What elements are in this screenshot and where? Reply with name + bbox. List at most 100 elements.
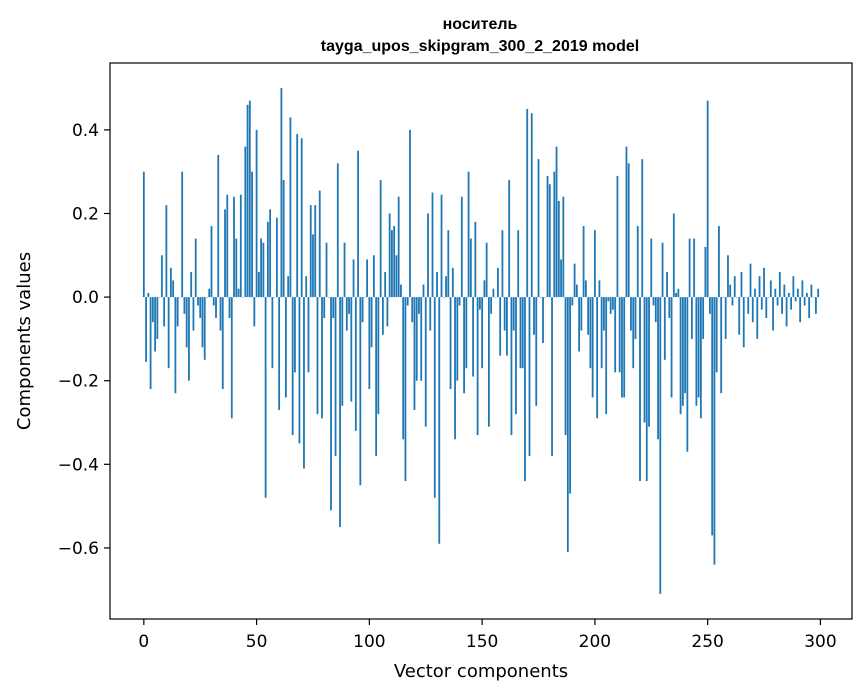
y-tick-label-3: −0.2: [58, 372, 99, 392]
bar-279: [772, 297, 774, 331]
bar-147: [474, 221, 477, 298]
bar-208: [612, 297, 614, 310]
bar-265: [740, 272, 743, 298]
bar-144: [467, 171, 470, 298]
bar-130: [436, 272, 438, 298]
bar-202: [598, 280, 601, 298]
bar-32: [215, 297, 217, 319]
bar-127: [429, 297, 432, 331]
bar-187: [564, 297, 567, 436]
bar-75: [312, 234, 314, 298]
bar-1: [145, 297, 147, 362]
bar-45: [244, 146, 247, 298]
bar-125: [424, 297, 427, 427]
bar-101: [370, 297, 373, 348]
bar-232: [666, 272, 668, 298]
bar-114: [400, 284, 402, 298]
bar-146: [472, 297, 474, 377]
bar-217: [632, 297, 635, 369]
bar-169: [524, 297, 526, 482]
bar-89: [343, 242, 346, 298]
x-tick-label-0: 0: [138, 632, 149, 652]
bar-165: [515, 297, 517, 415]
bar-94: [354, 297, 357, 431]
bar-284: [783, 284, 786, 298]
bar-159: [501, 230, 504, 298]
bar-175: [537, 159, 540, 298]
bar-21: [190, 272, 193, 298]
bar-126: [427, 213, 429, 298]
bar-268: [747, 297, 750, 314]
bar-197: [587, 297, 590, 335]
bar-278: [769, 280, 772, 298]
bar-168: [521, 297, 524, 369]
bar-298: [815, 297, 817, 314]
bar-262: [733, 276, 736, 298]
bar-241: [686, 297, 689, 452]
bar-293: [803, 297, 806, 306]
bar-242: [688, 238, 691, 298]
bar-148: [476, 297, 479, 436]
bar-17: [181, 171, 184, 298]
bar-288: [792, 276, 795, 298]
bar-247: [699, 297, 702, 419]
bar-198: [589, 297, 592, 369]
bar-244: [693, 238, 696, 298]
bar-2: [147, 292, 150, 298]
bar-19: [185, 297, 188, 348]
bar-18: [183, 297, 186, 314]
bar-65: [289, 117, 292, 298]
bar-136: [449, 297, 452, 390]
bar-47: [248, 100, 251, 298]
bar-70: [300, 138, 303, 298]
bar-107: [384, 272, 387, 298]
bar-20: [188, 297, 190, 381]
bar-246: [697, 297, 700, 398]
bar-76: [314, 205, 317, 298]
bar-14: [174, 297, 177, 394]
bar-22: [192, 297, 195, 331]
bar-77: [316, 297, 319, 415]
bar-196: [584, 280, 587, 298]
bar-9: [163, 297, 166, 327]
bar-116: [404, 297, 407, 482]
bar-60: [278, 297, 281, 410]
bar-250: [706, 100, 709, 298]
bar-207: [609, 297, 612, 314]
bar-33: [217, 154, 220, 298]
bar-212: [621, 297, 623, 398]
bar-218: [634, 297, 637, 339]
bar-229: [659, 297, 662, 594]
bar-27: [203, 297, 206, 360]
bar-189: [569, 297, 571, 494]
bar-99: [366, 259, 368, 298]
bar-97: [361, 297, 364, 323]
bar-233: [668, 297, 671, 319]
bar-214: [625, 146, 628, 298]
bar-93: [352, 259, 355, 298]
bar-162: [508, 180, 511, 298]
bar-184: [557, 200, 560, 298]
bar-128: [431, 192, 434, 298]
bar-119: [411, 297, 414, 323]
x-axis-ticks: 0 50 100 150 200 250 300: [138, 619, 837, 652]
bar-259: [727, 255, 729, 298]
bar-131: [438, 297, 441, 544]
bar-54: [264, 297, 267, 498]
bar-6: [156, 297, 159, 339]
bar-123: [420, 297, 423, 381]
bar-15: [176, 297, 179, 327]
bar-157: [497, 267, 499, 298]
bars-group: [142, 88, 820, 594]
y-tick-label-2: 0.0: [72, 288, 99, 308]
bar-80: [323, 297, 326, 319]
bar-3: [149, 297, 152, 390]
bar-0: [142, 171, 145, 298]
bar-190: [571, 297, 574, 306]
bar-183: [555, 146, 558, 298]
bar-8: [160, 255, 163, 298]
bar-155: [492, 288, 495, 298]
bar-23: [194, 238, 197, 298]
